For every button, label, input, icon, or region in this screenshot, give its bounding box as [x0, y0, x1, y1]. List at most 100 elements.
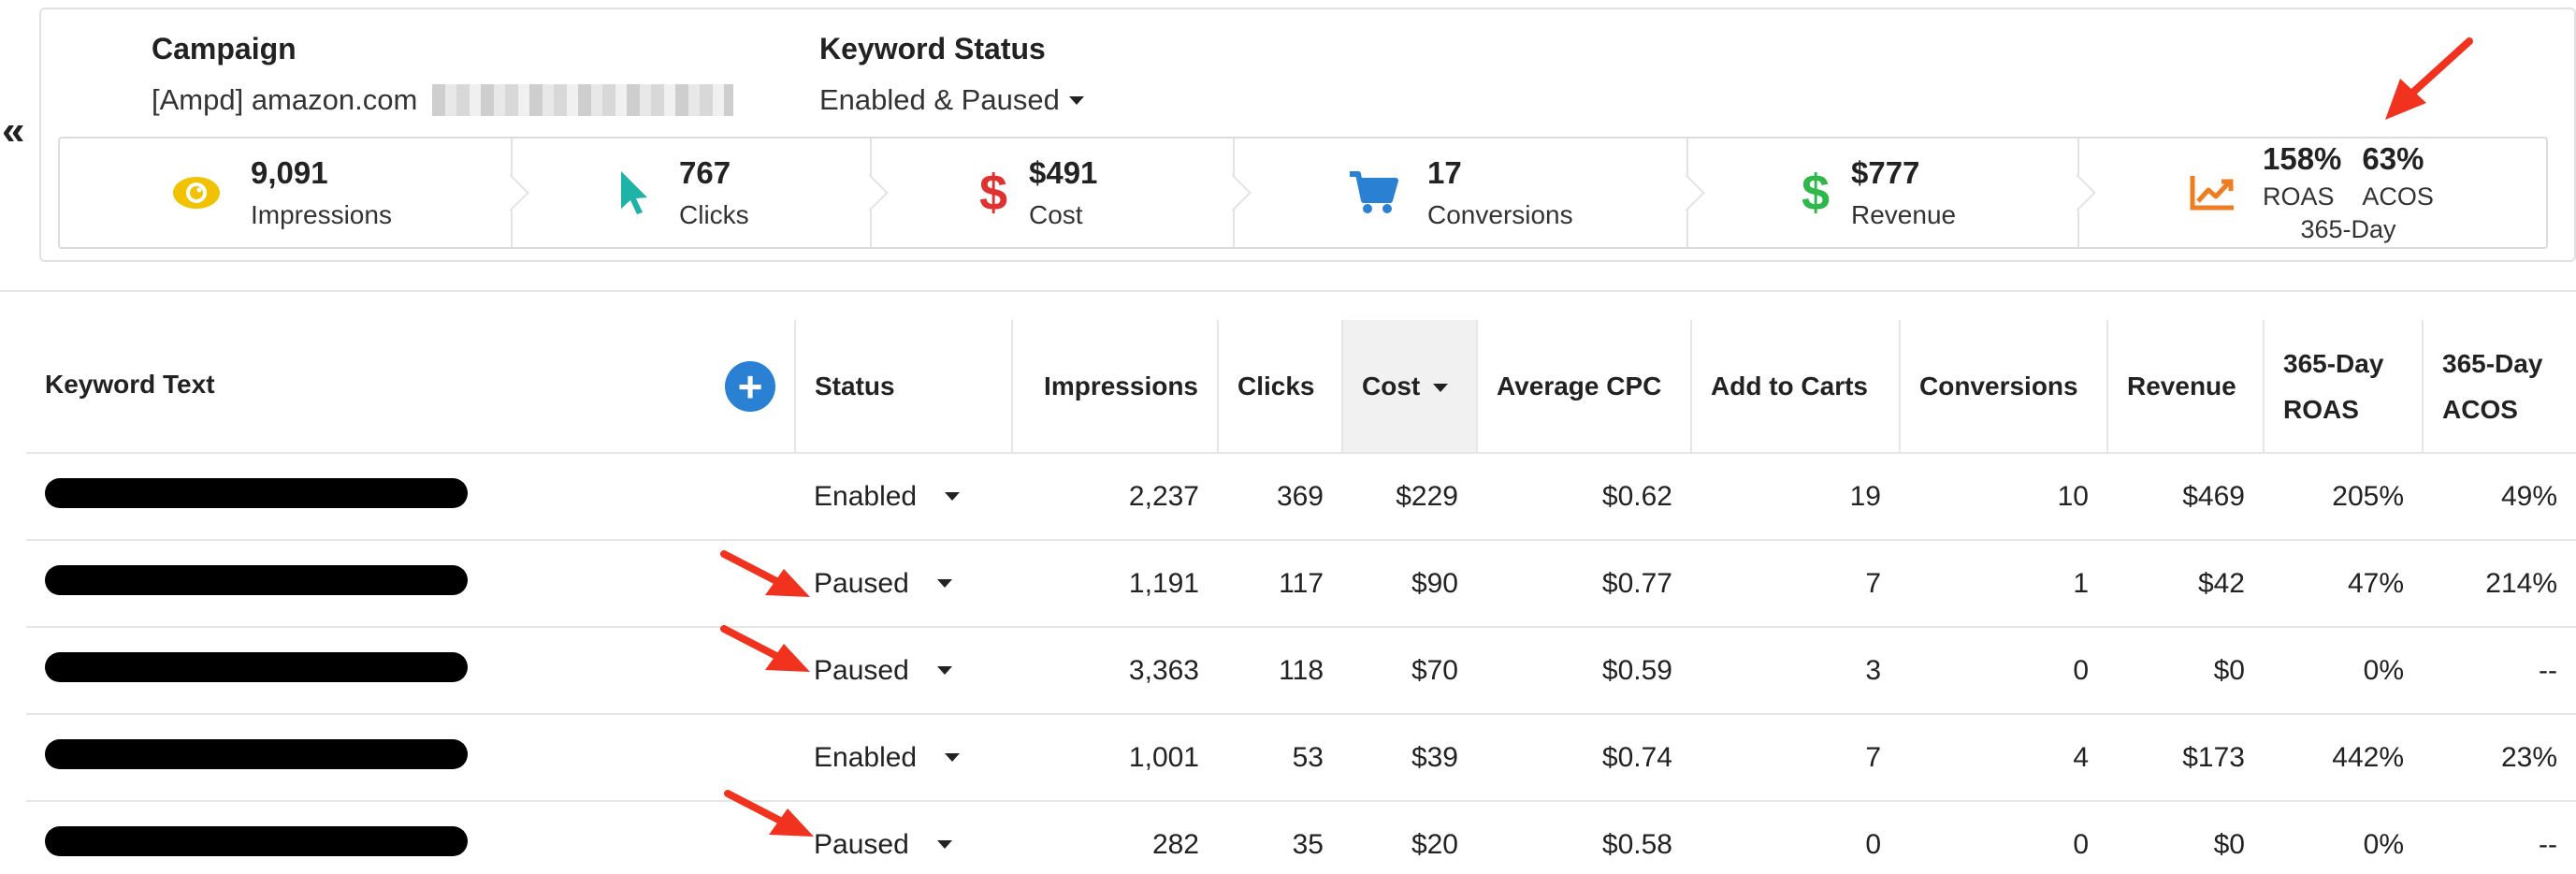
- conversions-value: 17: [1427, 155, 1462, 190]
- header-average-cpc[interactable]: Average CPC: [1477, 320, 1692, 454]
- keyword-text-cell[interactable]: [26, 714, 795, 802]
- acos-value: 63%: [2362, 141, 2424, 176]
- conversions-cell: 0: [1900, 627, 2107, 715]
- redacted-keyword: [45, 825, 468, 856]
- header-acos[interactable]: 365-Day ACOS: [2423, 320, 2576, 454]
- roas-cell: 0%: [2264, 627, 2423, 715]
- keyword-text-cell[interactable]: [26, 801, 795, 874]
- redacted-keyword: [45, 477, 468, 508]
- acos-cell: 23%: [2423, 714, 2576, 802]
- header-roas[interactable]: 365-Day ROAS: [2264, 320, 2424, 454]
- cost-cell: $229: [1342, 453, 1477, 541]
- status-dropdown[interactable]: Paused: [795, 801, 1012, 874]
- clicks-cell: 369: [1218, 453, 1342, 541]
- clicks-cell: 53: [1218, 714, 1342, 802]
- section-divider: [0, 290, 2576, 292]
- header-add-to-carts[interactable]: Add to Carts: [1691, 320, 1901, 454]
- dollar-icon: $: [978, 165, 1008, 221]
- campaign-filter: Campaign [Ampd] amazon.com: [152, 32, 734, 117]
- revenue-cell: $469: [2107, 453, 2264, 541]
- status-value: Paused: [814, 828, 909, 860]
- header-keyword-text-label: Keyword Text: [45, 369, 215, 399]
- table-row: Enabled 1,001 53 $39 $0.74 7 4 $173 442% 23%: [26, 714, 2576, 802]
- roas-label: ROAS: [2263, 182, 2335, 211]
- header-cost[interactable]: Cost: [1342, 320, 1478, 454]
- roas-period-label: 365-Day: [2300, 215, 2396, 243]
- add-to-carts-cell: 7: [1691, 714, 1900, 802]
- cart-icon: [1345, 165, 1401, 221]
- chevron-down-icon: [936, 579, 952, 588]
- chevron-down-icon: [945, 753, 961, 762]
- acos-cell: 214%: [2423, 540, 2576, 628]
- keyword-status-label: Keyword Status: [819, 32, 1046, 66]
- metric-clicks: 767 Clicks: [513, 138, 872, 247]
- keywords-table: Keyword Text + Status Impressions Clicks…: [26, 320, 2576, 874]
- keyword-text-cell[interactable]: [26, 627, 795, 715]
- collapse-panel-button[interactable]: «: [2, 108, 25, 153]
- metric-impressions: 9,091 Impressions: [60, 138, 513, 247]
- acos-cell: --: [2423, 801, 2576, 874]
- header-status[interactable]: Status: [795, 320, 1013, 454]
- table-header-row: Keyword Text + Status Impressions Clicks…: [26, 320, 2576, 454]
- revenue-cell: $42: [2107, 540, 2264, 628]
- roas-cell: 205%: [2264, 453, 2423, 541]
- keyword-status-dropdown[interactable]: Enabled & Paused: [819, 83, 1084, 117]
- impressions-cell: 1,001: [1012, 714, 1218, 802]
- trending-chart-icon: [2184, 165, 2240, 221]
- header-roas-line1: 365-Day: [2283, 348, 2384, 378]
- cost-cell: $20: [1342, 801, 1477, 874]
- header-acos-line2: ACOS: [2442, 394, 2518, 424]
- campaign-label: Campaign: [152, 32, 297, 66]
- impressions-cell: 3,363: [1012, 627, 1218, 715]
- header-clicks[interactable]: Clicks: [1218, 320, 1343, 454]
- cost-cell: $39: [1342, 714, 1477, 802]
- keyword-text-cell[interactable]: [26, 540, 795, 628]
- status-dropdown[interactable]: Enabled: [795, 714, 1012, 802]
- metric-conversions: 17 Conversions: [1235, 138, 1688, 247]
- add-keyword-button[interactable]: +: [725, 360, 775, 412]
- clicks-label: Clicks: [679, 200, 749, 229]
- add-to-carts-cell: 3: [1691, 627, 1900, 715]
- cost-label: Cost: [1029, 200, 1083, 229]
- average-cpc-cell: $0.74: [1477, 714, 1691, 802]
- header-revenue[interactable]: Revenue: [2107, 320, 2265, 454]
- redacted-keyword: [45, 651, 468, 682]
- chevron-down-icon: [936, 840, 952, 849]
- cost-value: $491: [1029, 155, 1098, 190]
- redacted-keyword: [45, 738, 468, 769]
- roas-cell: 0%: [2264, 801, 2423, 874]
- header-keyword-text[interactable]: Keyword Text +: [26, 320, 796, 454]
- impressions-label: Impressions: [251, 200, 392, 229]
- status-dropdown[interactable]: Enabled: [795, 453, 1012, 541]
- cost-cell: $70: [1342, 627, 1477, 715]
- chevron-down-icon: [945, 492, 961, 501]
- dollar-icon: $: [1801, 165, 1831, 221]
- keyword-text-cell[interactable]: [26, 453, 795, 541]
- average-cpc-cell: $0.58: [1477, 801, 1691, 874]
- chevron-down-icon: [1068, 95, 1084, 105]
- header-impressions[interactable]: Impressions: [1012, 320, 1219, 454]
- conversions-cell: 1: [1900, 540, 2107, 628]
- cursor-icon: [615, 165, 653, 221]
- add-to-carts-cell: 19: [1691, 453, 1900, 541]
- header-conversions[interactable]: Conversions: [1900, 320, 2108, 454]
- conversions-label: Conversions: [1427, 200, 1573, 229]
- summary-panel: Campaign [Ampd] amazon.com Keyword Statu…: [39, 7, 2576, 262]
- revenue-cell: $0: [2107, 627, 2264, 715]
- impressions-value: 9,091: [251, 155, 328, 190]
- table-row: Paused 3,363 118 $70 $0.59 3 0 $0 0% --: [26, 627, 2576, 715]
- keyword-status-value: Enabled & Paused: [819, 83, 1060, 116]
- metric-revenue: $ $777 Revenue: [1688, 138, 2079, 247]
- table-row: Paused 282 35 $20 $0.58 0 0 $0 0% --: [26, 801, 2576, 874]
- status-dropdown[interactable]: Paused: [795, 540, 1012, 628]
- sort-descending-icon: [1433, 384, 1449, 393]
- add-to-carts-cell: 7: [1691, 540, 1900, 628]
- header-acos-line1: 365-Day: [2442, 348, 2543, 378]
- clicks-cell: 118: [1218, 627, 1342, 715]
- cost-cell: $90: [1342, 540, 1477, 628]
- table-row: Enabled 2,237 369 $229 $0.62 19 10 $469 205% 49%: [26, 453, 2576, 541]
- revenue-value: $777: [1851, 155, 1920, 190]
- campaign-value[interactable]: [Ampd] amazon.com: [152, 83, 734, 117]
- status-value: Paused: [814, 654, 909, 686]
- status-dropdown[interactable]: Paused: [795, 627, 1012, 715]
